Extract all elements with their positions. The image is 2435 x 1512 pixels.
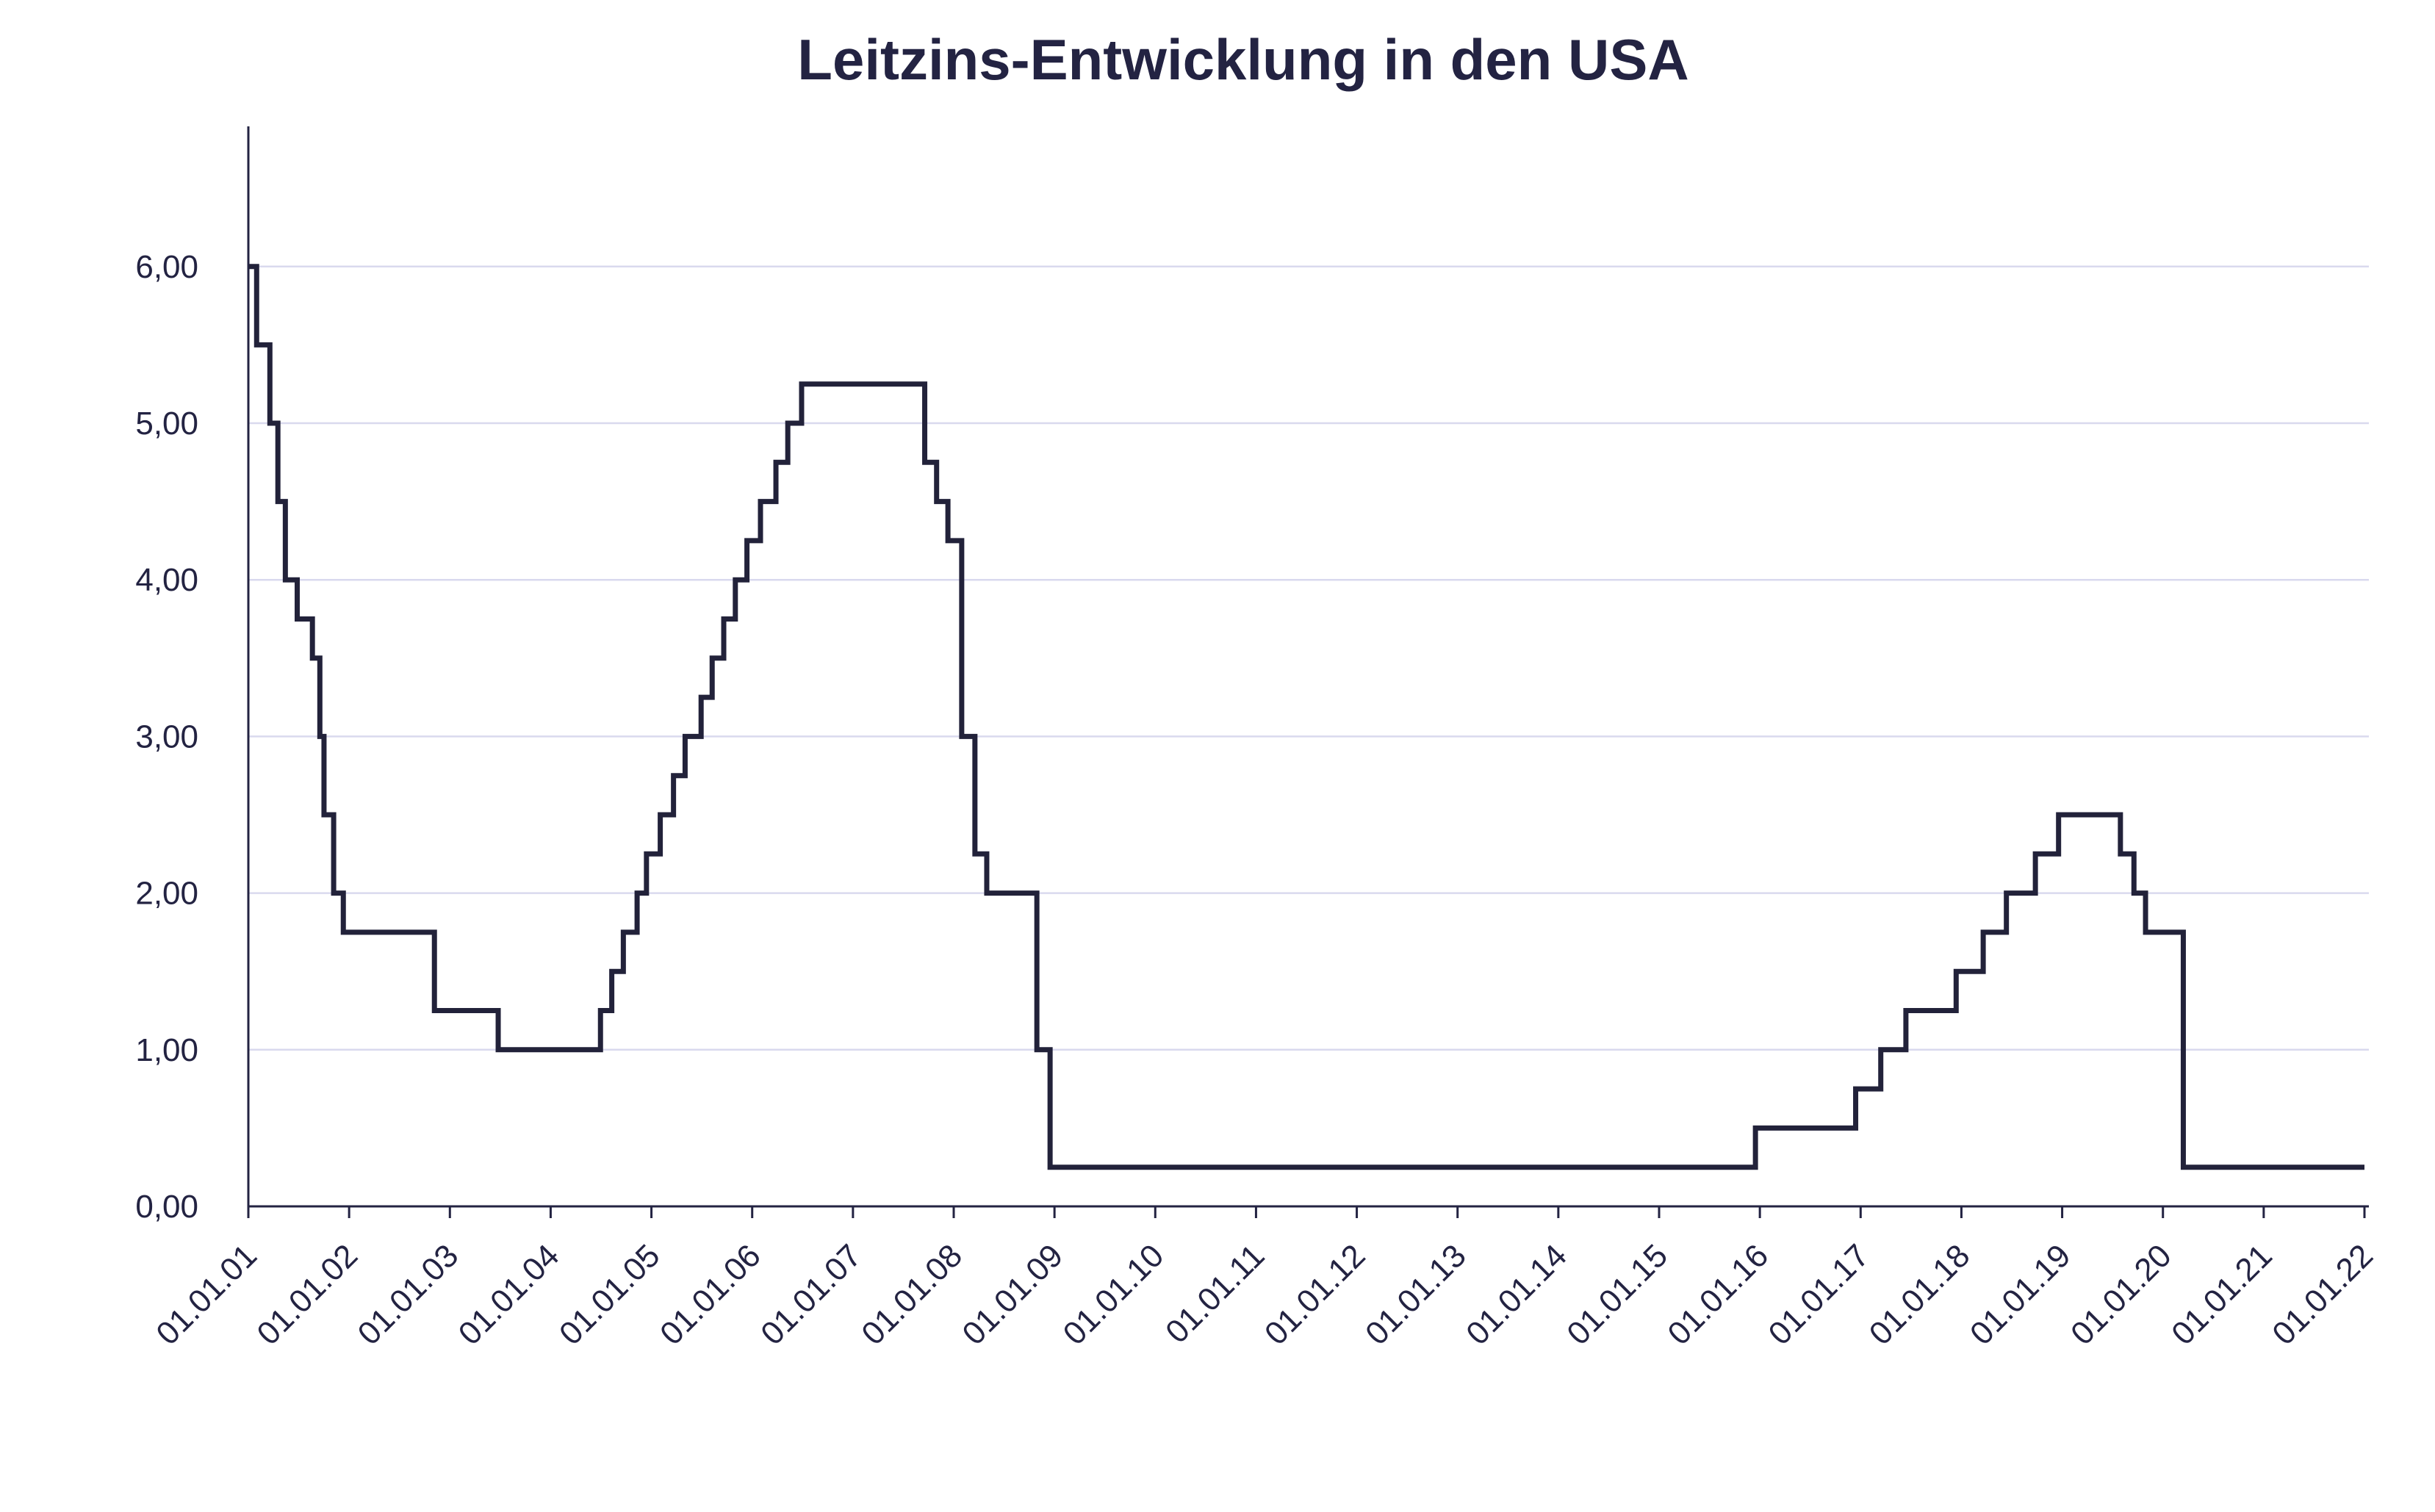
x-tick-label: 01.01.02 bbox=[250, 1237, 364, 1352]
y-tick-label: 1,00 bbox=[135, 1032, 198, 1068]
x-tick-label: 01.01.05 bbox=[553, 1237, 667, 1352]
x-tick-label: 01.01.11 bbox=[1159, 1237, 1271, 1350]
y-tick-label: 4,00 bbox=[135, 562, 198, 598]
y-tick-label: 6,00 bbox=[135, 249, 198, 285]
x-tick-label: 01.01.20 bbox=[2064, 1237, 2179, 1352]
x-tick-label: 01.01.14 bbox=[1459, 1237, 1574, 1352]
x-tick-label: 01.01.15 bbox=[1560, 1237, 1675, 1352]
x-tick-label: 01.01.10 bbox=[1057, 1237, 1171, 1352]
x-tick-label: 01.01.19 bbox=[1963, 1237, 2078, 1352]
x-tick-label: 01.01.21 bbox=[2165, 1237, 2279, 1352]
x-tick-label: 01.01.04 bbox=[452, 1237, 567, 1352]
y-tick-label: 5,00 bbox=[135, 406, 198, 442]
x-axis-ticks: 01.01.0101.01.0201.01.0301.01.0401.01.05… bbox=[149, 1206, 2380, 1352]
chart-title: Leitzins-Entwicklung in den USA bbox=[797, 27, 1688, 92]
x-tick-label: 01.01.18 bbox=[1863, 1237, 1977, 1352]
x-tick-label: 01.01.03 bbox=[351, 1237, 466, 1352]
x-tick-label: 01.01.09 bbox=[955, 1237, 1070, 1352]
x-tick-label: 01.01.13 bbox=[1359, 1237, 1473, 1352]
x-tick-label: 01.01.12 bbox=[1258, 1237, 1373, 1352]
y-tick-label: 2,00 bbox=[135, 876, 198, 912]
x-tick-label: 01.01.06 bbox=[653, 1237, 768, 1352]
y-tick-label: 0,00 bbox=[135, 1189, 198, 1225]
y-axis-ticks: 0,00 1,00 2,00 3,00 4,00 5,00 6,00 bbox=[135, 249, 198, 1225]
x-tick-label: 01.01.07 bbox=[754, 1237, 868, 1352]
series-line-leitzins bbox=[248, 264, 2364, 1170]
x-tick-label: 01.01.22 bbox=[2265, 1237, 2380, 1352]
x-tick-label: 01.01.01 bbox=[149, 1237, 264, 1352]
y-tick-label: 3,00 bbox=[135, 719, 198, 755]
gridlines bbox=[248, 265, 2369, 1051]
x-tick-label: 01.01.17 bbox=[1762, 1237, 1877, 1352]
x-tick-label: 01.01.16 bbox=[1661, 1237, 1775, 1352]
x-tick-label: 01.01.08 bbox=[855, 1237, 969, 1352]
